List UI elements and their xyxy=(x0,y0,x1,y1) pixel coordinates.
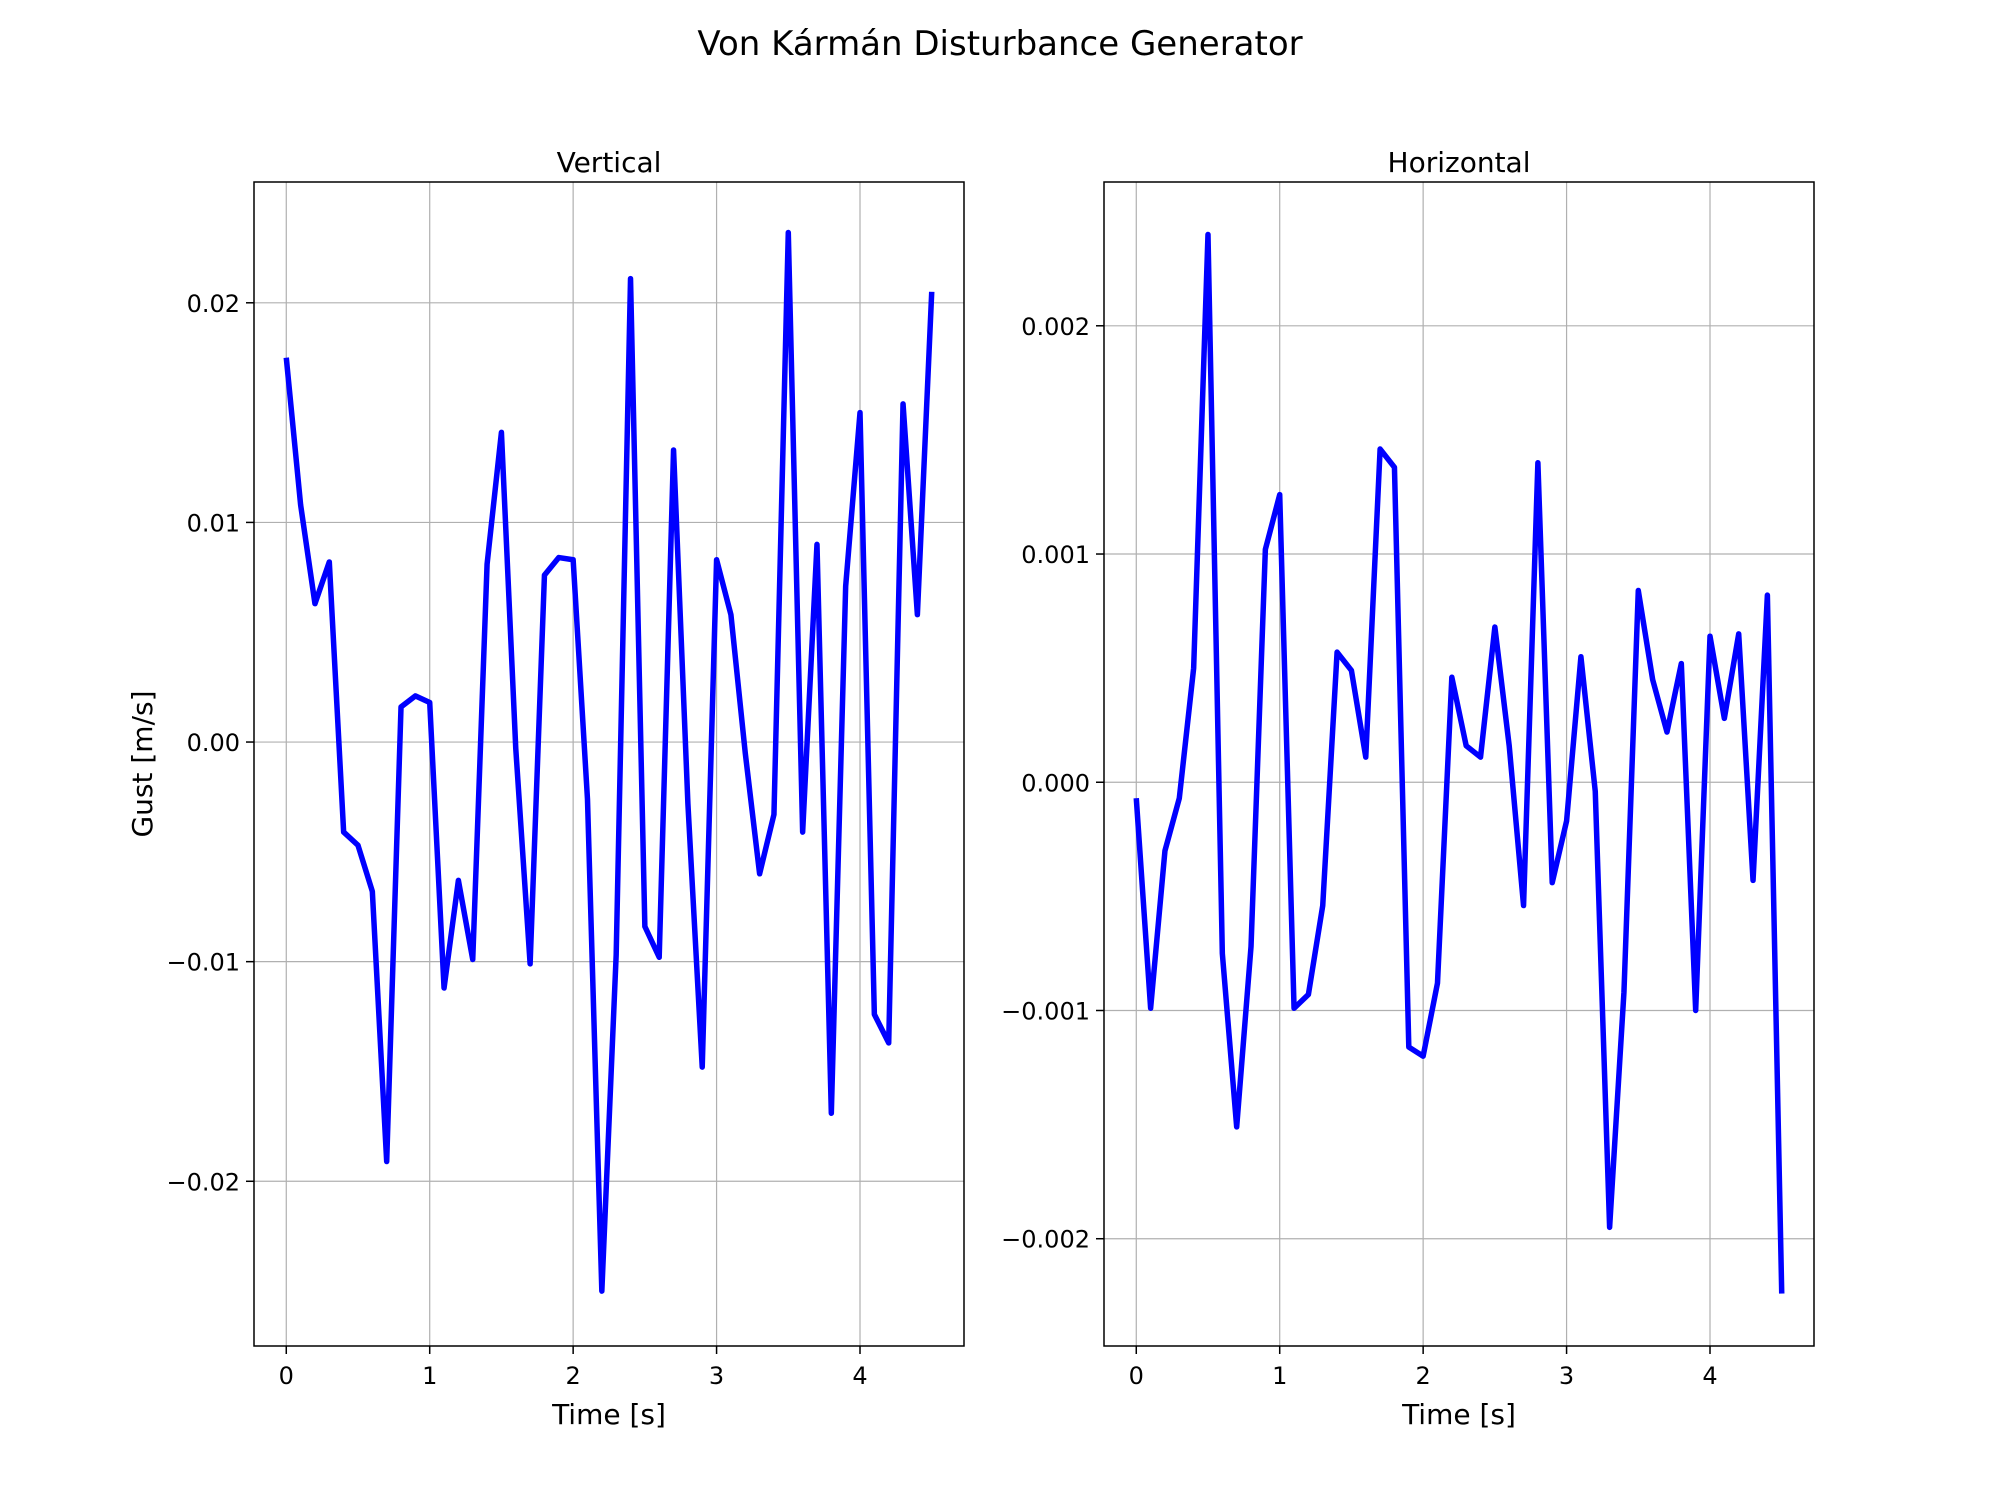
horizontal-x-tick-label: 3 xyxy=(1559,1362,1574,1390)
vertical-x-tick-label: 0 xyxy=(279,1362,294,1390)
vertical-y-tick-label: 0.01 xyxy=(187,509,240,537)
vertical-series-line xyxy=(283,229,935,1294)
vertical-x-tick-label: 1 xyxy=(422,1362,437,1390)
horizontal-series-line xyxy=(1133,231,1785,1294)
vertical-y-tick-label: 0.02 xyxy=(187,290,240,318)
horizontal-y-tick-label: 0.002 xyxy=(1021,313,1090,341)
vertical-x-tick-label: 3 xyxy=(709,1362,724,1390)
horizontal-x-tick-label: 2 xyxy=(1416,1362,1431,1390)
horizontal-y-tick-label: 0.001 xyxy=(1021,541,1090,569)
horizontal-panel-title: Horizontal xyxy=(1388,146,1531,179)
vertical-x-tick-label: 2 xyxy=(566,1362,581,1390)
vertical-x-tick-label: 4 xyxy=(852,1362,867,1390)
vertical-y-tick-label: −0.02 xyxy=(166,1168,240,1196)
horizontal-x-axis-label: Time [s] xyxy=(1401,1398,1516,1431)
vertical-y-axis-label: Gust [m/s] xyxy=(126,690,159,837)
horizontal-gust-chart: 0 1 2 3 4 −0.002 −0.001 0.000 0.001 0.002 Horizont… xyxy=(1001,146,1815,1431)
vertical-y-tick-label: −0.01 xyxy=(166,949,240,977)
horizontal-y-tick-label: −0.002 xyxy=(1001,1226,1090,1254)
horizontal-x-tick-label: 0 xyxy=(1129,1362,1144,1390)
horizontal-x-tick-label: 1 xyxy=(1272,1362,1287,1390)
vertical-gust-chart: 0 1 2 3 4 −0.02 −0.01 0.00 0.01 0.02 Vertical Time … xyxy=(126,146,965,1431)
vertical-y-tick-label: 0.00 xyxy=(187,729,240,757)
horizontal-x-tick-label: 4 xyxy=(1702,1362,1717,1390)
vertical-panel-title: Vertical xyxy=(557,146,662,179)
vertical-axes-frame xyxy=(253,181,965,1347)
horizontal-axes-frame xyxy=(1103,181,1815,1347)
figure-title: Von Kármán Disturbance Generator xyxy=(697,24,1302,64)
horizontal-y-tick-label: 0.000 xyxy=(1021,769,1090,797)
vertical-x-axis-label: Time [s] xyxy=(551,1398,666,1431)
horizontal-y-tick-label: −0.001 xyxy=(1001,997,1090,1025)
